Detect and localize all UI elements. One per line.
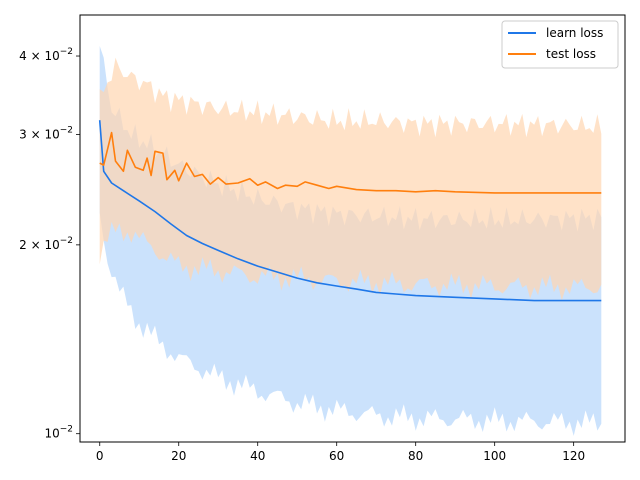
confidence-bands bbox=[99, 46, 602, 436]
y-tick-label: 4 × 10−2 bbox=[19, 47, 73, 63]
legend: learn loss test loss bbox=[501, 20, 619, 69]
legend-label-learn-loss: learn loss bbox=[546, 26, 603, 40]
series-lines bbox=[98, 120, 602, 302]
legend-label-test-loss: test loss bbox=[546, 47, 596, 61]
y-tick-label: 3 × 10−2 bbox=[19, 125, 73, 141]
plot-frame bbox=[79, 14, 626, 443]
y-tick-label: 2 × 10−2 bbox=[19, 236, 73, 252]
x-axis: 0 20 40 60 80 100 120 bbox=[96, 442, 585, 463]
x-tick-label: 120 bbox=[562, 449, 585, 463]
x-tick-label: 80 bbox=[408, 449, 423, 463]
x-tick-label: 100 bbox=[483, 449, 506, 463]
band-test-loss bbox=[99, 57, 602, 301]
x-tick-label: 20 bbox=[171, 449, 186, 463]
x-tick-label: 60 bbox=[329, 449, 344, 463]
line-learn-loss bbox=[98, 120, 602, 302]
y-axis: 10−2 2 × 10−2 3 × 10−2 4 × 10−2 bbox=[19, 47, 80, 441]
line-test-loss bbox=[99, 131, 602, 194]
x-tick-label: 40 bbox=[250, 449, 265, 463]
y-tick-label: 10−2 bbox=[44, 425, 73, 441]
x-tick-label: 0 bbox=[96, 449, 104, 463]
